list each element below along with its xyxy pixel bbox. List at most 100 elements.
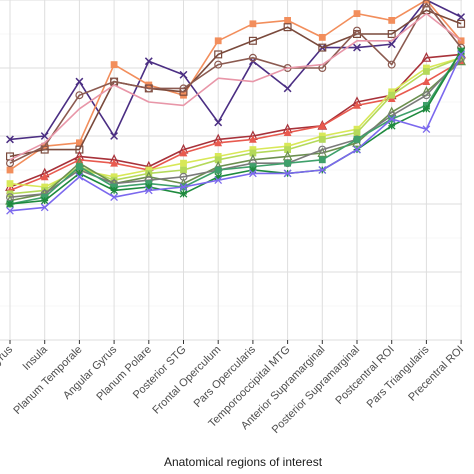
- data-point: [388, 17, 396, 24]
- data-point: [318, 166, 327, 174]
- data-point: [179, 172, 188, 181]
- data-point: [388, 91, 396, 99]
- series-line: [9, 57, 462, 195]
- data-point: [76, 139, 83, 147]
- data-point: [214, 50, 223, 59]
- data-point: [179, 148, 188, 157]
- data-point: [457, 13, 466, 21]
- series-line: [9, 9, 462, 158]
- data-point: [353, 43, 361, 52]
- data-point: [214, 60, 223, 69]
- data-point: [457, 37, 465, 45]
- data-point: [423, 68, 430, 75]
- data-point: [110, 158, 118, 167]
- series-layer: [5, 0, 466, 215]
- data-point: [40, 132, 49, 140]
- data-point: [110, 193, 118, 202]
- data-point: [249, 166, 257, 174]
- data-point: [6, 166, 14, 174]
- data-point: [283, 169, 292, 178]
- data-point: [387, 115, 396, 123]
- data-point: [422, 0, 431, 8]
- series-line: [9, 60, 462, 202]
- data-point: [75, 77, 84, 86]
- x-tick-label: Pars Triangularis: [365, 343, 432, 410]
- data-point: [353, 101, 361, 109]
- data-point: [283, 128, 292, 136]
- data-point: [422, 125, 431, 134]
- data-point: [283, 23, 292, 32]
- data-point: [249, 20, 257, 28]
- data-point: [318, 43, 327, 52]
- data-point: [214, 176, 223, 185]
- data-point: [249, 149, 257, 157]
- data-point: [457, 19, 466, 28]
- x-tick-label: Insula: [21, 343, 51, 373]
- data-point: [144, 186, 153, 195]
- data-point: [353, 129, 361, 136]
- data-point: [353, 145, 361, 154]
- data-point: [144, 57, 153, 66]
- data-point: [6, 200, 14, 208]
- data-point: [214, 118, 223, 127]
- x-axis-title: Anatomical regions of interest: [164, 455, 323, 469]
- data-point: [457, 50, 465, 59]
- data-point: [214, 37, 222, 45]
- series-group: [6, 50, 465, 215]
- data-point: [110, 173, 118, 181]
- data-point: [318, 156, 326, 164]
- series-line: [9, 50, 462, 205]
- series-line: [9, 0, 462, 141]
- x-tick-label: Pars Opercularis: [192, 343, 259, 410]
- data-point: [318, 121, 327, 130]
- data-point: [214, 156, 222, 164]
- data-point: [40, 203, 49, 212]
- data-point: [284, 146, 291, 153]
- data-point: [6, 135, 14, 144]
- data-point: [423, 0, 430, 4]
- series-line: [9, 57, 462, 188]
- series-line: [9, 53, 462, 188]
- data-point: [249, 135, 257, 143]
- data-point: [248, 36, 257, 45]
- data-point: [110, 186, 118, 195]
- data-point: [110, 61, 118, 68]
- series-line: [9, 12, 462, 161]
- data-point: [180, 159, 187, 167]
- data-point: [179, 70, 188, 79]
- data-point: [40, 196, 49, 205]
- data-point: [144, 84, 153, 93]
- data-point: [422, 104, 431, 113]
- data-point: [248, 53, 257, 62]
- data-point: [76, 163, 83, 170]
- series-line: [9, 54, 462, 212]
- data-point: [318, 34, 326, 41]
- data-point: [318, 136, 326, 143]
- series-group: [6, 56, 465, 194]
- x-tick-label: s Gyrus: [0, 343, 15, 379]
- data-point: [179, 183, 188, 191]
- data-point: [284, 159, 291, 167]
- data-point: [179, 84, 188, 93]
- data-point: [387, 121, 396, 130]
- data-point: [457, 47, 465, 55]
- data-point: [6, 180, 14, 187]
- series-line: [9, 57, 462, 198]
- data-point: [422, 77, 431, 85]
- data-point: [387, 30, 396, 39]
- data-point: [144, 183, 153, 191]
- data-point: [75, 169, 84, 178]
- data-point: [214, 138, 223, 147]
- series-group: [9, 12, 462, 161]
- data-point: [284, 17, 291, 24]
- series-group: [6, 0, 466, 144]
- series-line: [9, 50, 462, 205]
- data-point: [110, 132, 119, 140]
- data-point: [353, 26, 362, 35]
- data-point: [421, 52, 432, 62]
- data-point: [422, 91, 431, 100]
- data-point: [283, 84, 292, 93]
- data-point: [353, 10, 361, 17]
